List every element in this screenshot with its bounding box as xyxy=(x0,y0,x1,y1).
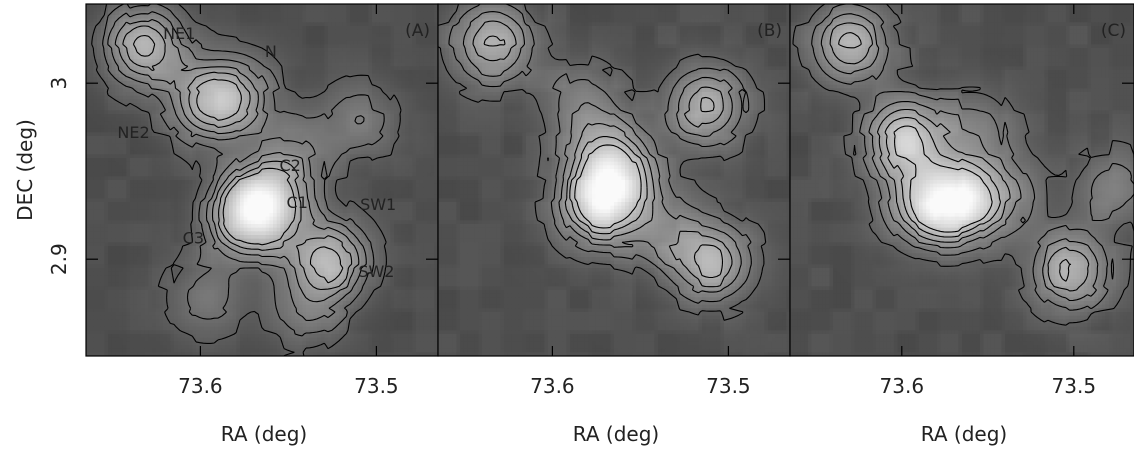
panel-label: (A) xyxy=(405,21,430,41)
source-annotation: C3 xyxy=(183,228,204,247)
x-axis-label: RA (deg) xyxy=(573,422,659,446)
source-annotation: NE1 xyxy=(163,24,195,43)
contour-level-6 xyxy=(893,125,993,233)
x-tick-label: 73.6 xyxy=(880,374,925,398)
intensity-map xyxy=(86,4,438,356)
source-annotation: N xyxy=(265,42,277,61)
x-tick-label: 73.5 xyxy=(354,374,399,398)
contour-level-6 xyxy=(132,34,344,284)
x-tick-label: 73.6 xyxy=(530,374,575,398)
source-annotation: C2 xyxy=(279,156,300,175)
contour-level-4 xyxy=(829,22,1090,292)
x-axis-label: RA (deg) xyxy=(921,422,1007,446)
contour-level-5 xyxy=(838,32,1072,282)
contour-level-3 xyxy=(820,13,1099,302)
contour-level-5 xyxy=(483,35,724,279)
contour-level-2 xyxy=(102,4,385,337)
y-tick-label: 3 xyxy=(47,77,71,90)
contour-lines xyxy=(438,4,767,321)
panel-label: (B) xyxy=(757,21,782,41)
contour-level-3 xyxy=(107,11,367,321)
panel-3: 73.6 73.5 RA (deg) (C) xyxy=(789,3,1134,446)
x-tick-label: 73.5 xyxy=(1052,374,1097,398)
source-annotation: C1 xyxy=(287,193,308,212)
contour-level-4 xyxy=(472,20,733,288)
contour-level-2 xyxy=(811,4,1134,311)
x-axis-label: RA (deg) xyxy=(221,422,307,446)
y-tick-label: 2.9 xyxy=(47,243,71,275)
source-annotation: SW2 xyxy=(358,262,394,281)
panel-frame xyxy=(789,3,1134,357)
contour-level-5 xyxy=(122,25,353,291)
source-annotation: NE2 xyxy=(117,123,149,142)
contour-level-1 xyxy=(91,4,402,356)
y-axis-label: DEC (deg) xyxy=(13,119,37,221)
contour-level-1 xyxy=(792,4,1134,326)
panel-2: 73.6 73.5 RA (deg) (B) xyxy=(437,3,791,446)
contour-lines xyxy=(792,4,1134,326)
contour-level-2 xyxy=(448,4,752,304)
contour-lines xyxy=(91,4,402,356)
contour-level-3 xyxy=(462,11,742,294)
x-tick-label: 73.6 xyxy=(178,374,223,398)
contour-level-4 xyxy=(114,18,360,303)
contour-level-1 xyxy=(438,4,767,321)
x-tick-label: 73.5 xyxy=(706,374,751,398)
panel-label: (C) xyxy=(1101,21,1126,41)
intensity-map xyxy=(790,4,1134,356)
panel-1: 73.6 73.5 3 2.9 RA (deg) DEC (deg) (A) NE1 N NE2 C… xyxy=(13,3,439,446)
source-annotation: SW1 xyxy=(360,195,396,214)
contour-level-6 xyxy=(574,144,642,229)
intensity-map xyxy=(438,4,790,356)
